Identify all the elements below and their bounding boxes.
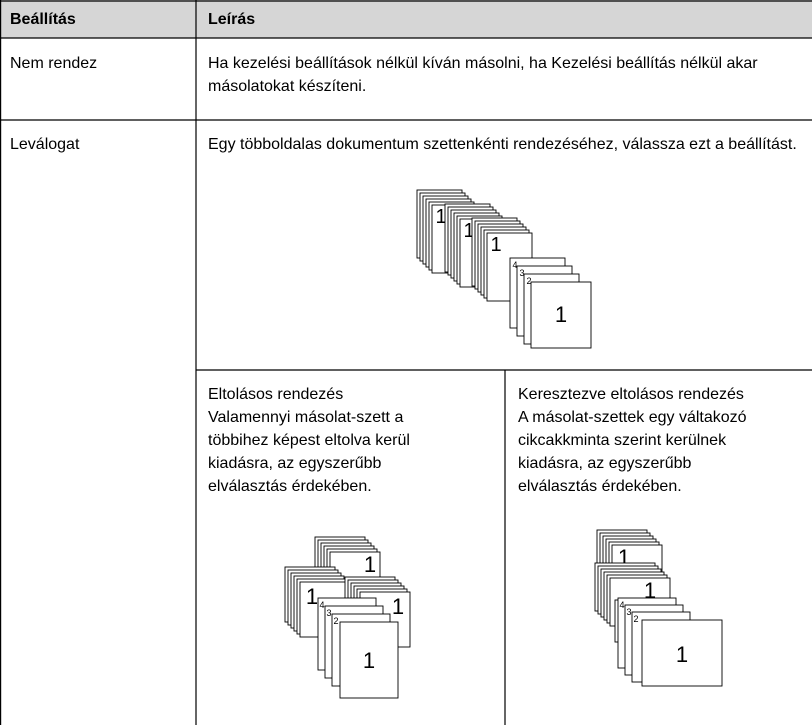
header-bg (0, 0, 812, 38)
description: Egy többoldalas dokumentum szettenkénti … (208, 136, 797, 153)
setting: Nem rendez (10, 55, 98, 72)
page-number: 2 (526, 276, 531, 286)
page-number: 1 (644, 578, 656, 603)
page-number: 1 (490, 234, 501, 256)
sheet (530, 281, 592, 349)
option-description: Valamennyi másolat-szett a többihez képe… (208, 409, 410, 495)
page-number: 3 (326, 608, 331, 618)
option-description: A másolat-szettek egy váltakozó cikcakkm… (518, 409, 747, 495)
page-number: 2 (333, 616, 338, 626)
option-title: Eltolásos rendezés (208, 386, 344, 403)
page-number: 1 (306, 584, 318, 609)
header-cell: Leírás (208, 11, 256, 28)
page-number: 4 (319, 600, 324, 610)
sheet (339, 621, 399, 699)
page-number: 3 (519, 268, 524, 278)
page-number: 1 (392, 594, 404, 619)
description: Ha kezelési beállítások nélkül kíván más… (208, 55, 758, 95)
page-number: 1 (555, 302, 567, 327)
page-number: 2 (633, 614, 638, 624)
page-number: 1 (435, 206, 446, 228)
page-number: 1 (463, 220, 474, 242)
page-number: 4 (619, 600, 624, 610)
option-title: Keresztezve eltolásos rendezés (518, 386, 744, 403)
page-number: 3 (626, 607, 631, 617)
page-number: 1 (364, 552, 376, 577)
setting: Leválogat (10, 136, 80, 153)
header-cell: Beállítás (10, 11, 76, 28)
page-number: 4 (512, 260, 517, 270)
sheet (641, 619, 723, 687)
page-number: 1 (676, 642, 688, 667)
page-number: 1 (363, 648, 375, 673)
